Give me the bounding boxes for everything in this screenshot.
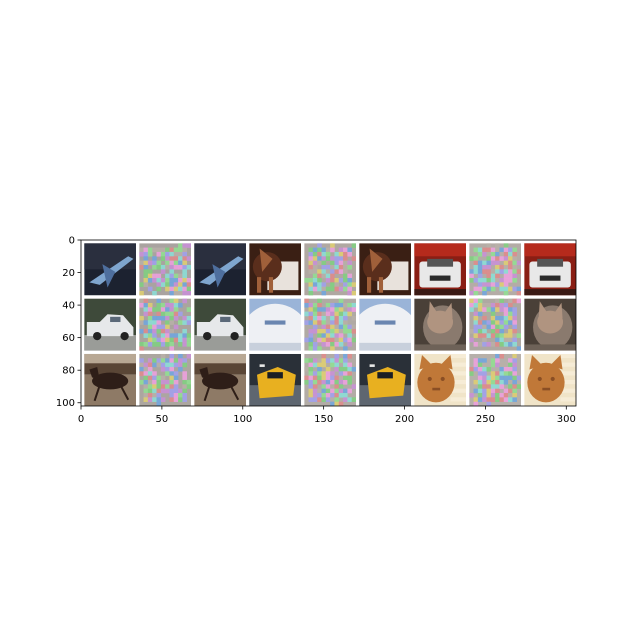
axes-frame bbox=[80, 239, 577, 407]
image-tile-noise bbox=[469, 298, 521, 351]
image-tile-noise bbox=[304, 243, 356, 296]
image-tile-airplane bbox=[194, 243, 246, 296]
y-tick-label: 40 bbox=[62, 301, 75, 312]
image-tile-cat-orange bbox=[524, 353, 576, 406]
image-tile-cat bbox=[414, 298, 466, 351]
x-tick-label: 250 bbox=[476, 414, 495, 425]
axes-border bbox=[80, 239, 577, 407]
image-tile-noise bbox=[139, 353, 191, 406]
image-tile-taxi bbox=[249, 353, 301, 406]
x-tick-label: 0 bbox=[78, 414, 84, 425]
y-tick-label: 0 bbox=[69, 236, 75, 247]
y-tick-label: 20 bbox=[62, 268, 75, 279]
image-tile-noise bbox=[469, 353, 521, 406]
image-tile-plane-nose bbox=[359, 298, 411, 351]
image-tile-car-side bbox=[84, 298, 136, 351]
x-tick-label: 50 bbox=[156, 414, 169, 425]
image-tile-car-front bbox=[524, 243, 576, 296]
x-axis-ticks: 0 50 100 150 200 250 300 bbox=[78, 406, 576, 425]
image-tile-noise bbox=[304, 353, 356, 406]
image-tile-plane-nose bbox=[249, 298, 301, 351]
image-tile-noise bbox=[469, 243, 521, 296]
image-tile-noise bbox=[139, 298, 191, 351]
image-tile-noise bbox=[139, 243, 191, 296]
image-tile-horse bbox=[359, 243, 411, 296]
x-tick-label: 150 bbox=[314, 414, 333, 425]
x-tick-label: 300 bbox=[557, 414, 576, 425]
plot-area bbox=[81, 240, 576, 406]
image-tile-cat bbox=[524, 298, 576, 351]
image-tile-airplane bbox=[84, 243, 136, 296]
image-tile-car-side bbox=[194, 298, 246, 351]
y-tick-label: 100 bbox=[56, 398, 75, 409]
image-tile-car-front bbox=[414, 243, 466, 296]
image-tile-horse bbox=[249, 243, 301, 296]
image-tile-cat-orange bbox=[414, 353, 466, 406]
y-tick-label: 60 bbox=[62, 333, 75, 344]
y-axis-ticks: 0 20 40 60 80 100 bbox=[56, 236, 81, 409]
image-tile-horse-dark bbox=[194, 353, 246, 406]
x-tick-label: 100 bbox=[233, 414, 252, 425]
image-tile-noise bbox=[304, 298, 356, 351]
x-tick-label: 200 bbox=[395, 414, 414, 425]
image-tile-taxi bbox=[359, 353, 411, 406]
image-tile-horse-dark bbox=[84, 353, 136, 406]
y-tick-label: 80 bbox=[62, 366, 75, 377]
